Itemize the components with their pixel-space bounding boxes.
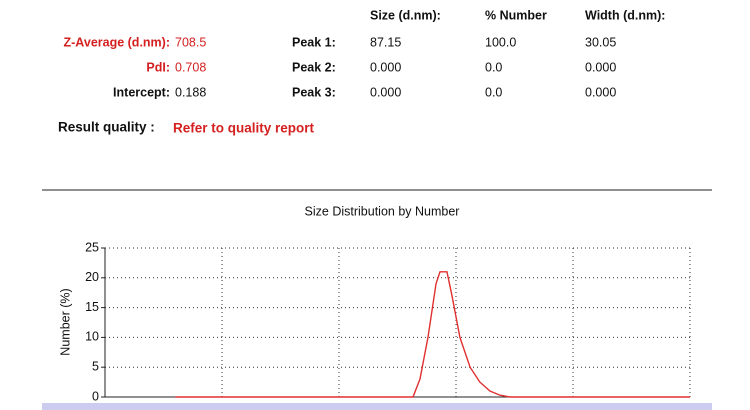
y-axis-label: Number (%): [58, 288, 72, 355]
summary-label: Z-Average (d.nm):: [64, 35, 171, 49]
summary-value: 0.708: [175, 60, 206, 74]
chart-title: Size Distribution by Number: [305, 204, 460, 218]
quality-value: Refer to quality report: [173, 121, 315, 136]
peak-number: 0.0: [485, 60, 502, 74]
peak-width: 0.000: [585, 85, 616, 99]
peak-width: 30.05: [585, 35, 616, 49]
peak-label: Peak 3:: [292, 85, 336, 99]
summary-value: 708.5: [175, 35, 206, 49]
y-tick-label: 10: [85, 330, 99, 344]
y-tick-label: 25: [85, 240, 99, 254]
y-tick-label: 0: [92, 389, 99, 403]
summary-label: PdI:: [146, 60, 170, 74]
peak-label: Peak 2:: [292, 60, 336, 74]
peak-table: Peak 1: 87.15 100.0 30.05 Peak 2: 0.000 0.0 0.0…: [292, 35, 616, 99]
column-header: % Number: [485, 8, 547, 22]
distribution-line: [175, 271, 690, 398]
peak-size: 0.000: [370, 60, 401, 74]
summary-value: 0.188: [175, 85, 206, 99]
peak-size: 87.15: [370, 35, 401, 49]
peak-size: 0.000: [370, 85, 401, 99]
scroll-bar: [42, 403, 712, 410]
peak-number: 0.0: [485, 85, 502, 99]
y-tick-label: 15: [85, 300, 99, 314]
peak-width: 0.000: [585, 60, 616, 74]
peak-number: 100.0: [485, 35, 516, 49]
summary-label: Intercept:: [113, 85, 170, 99]
plot: 0 5 10 15 20 25: [85, 240, 691, 403]
y-tick-label: 20: [85, 270, 99, 284]
column-header: Width (d.nm):: [585, 8, 665, 22]
peak-label: Peak 1:: [292, 35, 336, 49]
y-tick-label: 5: [92, 359, 99, 373]
column-header: Size (d.nm):: [370, 8, 441, 22]
quality-label: Result quality :: [58, 120, 155, 135]
